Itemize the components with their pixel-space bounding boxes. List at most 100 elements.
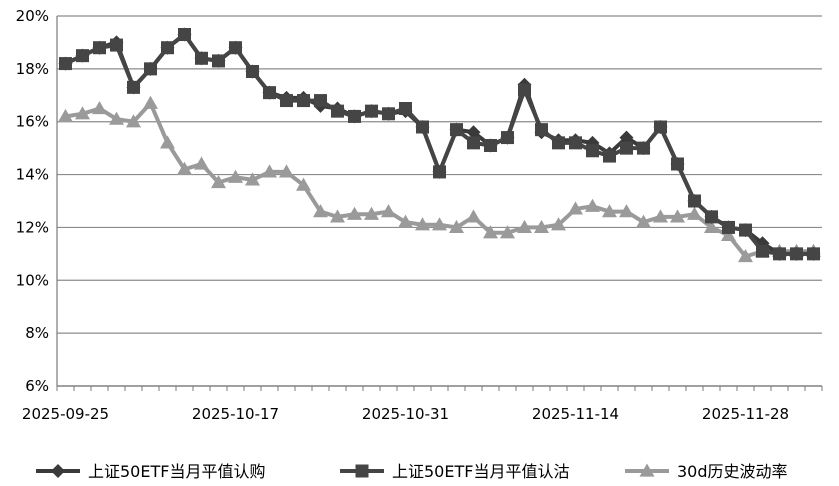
data-point <box>450 123 463 137</box>
y-tick-label: 6% <box>25 377 49 395</box>
legend-item: 上证50ETF当月平值认购 <box>36 462 265 481</box>
y-axis-tick-labels: 6% 8% 10% 12% 14% 16% 18% 20% <box>16 7 49 395</box>
x-tick-label: 2025-11-28 <box>702 405 789 423</box>
y-tick-label: 18% <box>16 60 49 78</box>
x-tick-label: 2025-10-31 <box>362 405 449 423</box>
data-point <box>398 214 413 228</box>
data-point <box>109 111 124 125</box>
data-point <box>517 219 532 234</box>
data-point <box>670 209 685 223</box>
data-point <box>671 157 684 171</box>
data-point <box>620 141 633 155</box>
data-point <box>314 94 327 108</box>
data-point <box>58 108 73 123</box>
data-point <box>483 225 498 239</box>
data-point <box>687 206 702 220</box>
data-point <box>228 169 243 183</box>
y-tick-label: 8% <box>25 324 49 342</box>
data-point <box>381 204 396 218</box>
data-point <box>619 204 634 218</box>
axes <box>56 16 823 391</box>
data-point <box>568 201 583 215</box>
legend-label: 上证50ETF当月平值认购 <box>88 462 265 481</box>
series-lines <box>58 27 821 263</box>
legend-marker <box>639 463 655 477</box>
data-point <box>280 94 293 108</box>
data-point <box>773 247 786 261</box>
data-point <box>263 86 276 100</box>
y-tick-label: 16% <box>16 113 49 131</box>
data-point <box>229 41 242 55</box>
data-point <box>603 149 616 163</box>
grid-lines <box>57 15 822 387</box>
data-point <box>160 135 175 149</box>
data-point <box>484 139 497 152</box>
data-point <box>194 156 209 170</box>
data-point <box>722 220 735 234</box>
x-tick-label: 2025-10-17 <box>192 405 279 423</box>
legend-item: 30d历史波动率 <box>625 462 788 481</box>
data-point <box>738 249 753 263</box>
data-point <box>399 102 412 115</box>
data-point <box>602 204 617 218</box>
data-point <box>433 165 446 179</box>
data-point <box>535 123 548 137</box>
data-point <box>586 144 599 158</box>
data-point <box>654 120 667 134</box>
data-point <box>144 62 157 76</box>
y-tick-label: 14% <box>16 166 49 184</box>
data-point <box>534 219 549 234</box>
y-tick-label: 10% <box>16 271 49 289</box>
data-point <box>246 65 259 78</box>
data-point <box>704 219 719 234</box>
data-point <box>331 104 344 118</box>
data-point <box>416 120 429 134</box>
data-point <box>466 209 481 223</box>
data-point <box>466 125 481 140</box>
data-point <box>790 247 803 261</box>
data-point <box>552 136 565 150</box>
data-point <box>415 217 430 231</box>
data-point <box>93 41 106 55</box>
legend: 上证50ETF当月平值认购 上证50ETF当月平值认沽 30d历史波动率 <box>36 462 788 481</box>
data-point <box>653 209 668 223</box>
legend-marker <box>355 464 369 478</box>
data-point <box>177 161 192 175</box>
data-point <box>500 225 515 239</box>
data-point <box>330 209 345 223</box>
x-tick-label: 2025-09-25 <box>22 405 109 423</box>
data-point <box>212 54 225 68</box>
data-point <box>382 107 395 121</box>
data-point <box>705 210 718 224</box>
data-point <box>807 247 820 261</box>
y-tick-label: 20% <box>16 7 49 25</box>
data-point <box>365 104 378 118</box>
series-triangle <box>58 95 821 263</box>
data-point <box>296 177 311 191</box>
data-point <box>569 136 582 150</box>
data-point <box>178 28 191 41</box>
data-point <box>127 80 140 94</box>
data-point <box>297 94 310 108</box>
data-point <box>92 101 107 115</box>
legend-marker <box>51 464 65 478</box>
data-point <box>585 198 600 212</box>
data-point <box>245 172 260 186</box>
data-point <box>637 141 650 155</box>
x-axis-tick-labels: 2025-09-25 2025-10-17 2025-10-31 2025-11-14… <box>22 405 789 423</box>
y-tick-label: 12% <box>16 218 49 236</box>
data-point <box>756 244 769 258</box>
data-point <box>467 136 480 150</box>
legend-label: 30d历史波动率 <box>677 462 788 481</box>
data-point <box>110 38 123 52</box>
data-point <box>262 164 277 178</box>
data-point <box>501 131 514 145</box>
data-point <box>195 51 208 65</box>
data-point <box>59 57 72 71</box>
data-point <box>432 217 447 231</box>
data-point <box>279 164 294 178</box>
x-tick-label: 2025-11-14 <box>532 405 619 423</box>
data-point <box>161 41 174 55</box>
data-point <box>126 114 141 128</box>
